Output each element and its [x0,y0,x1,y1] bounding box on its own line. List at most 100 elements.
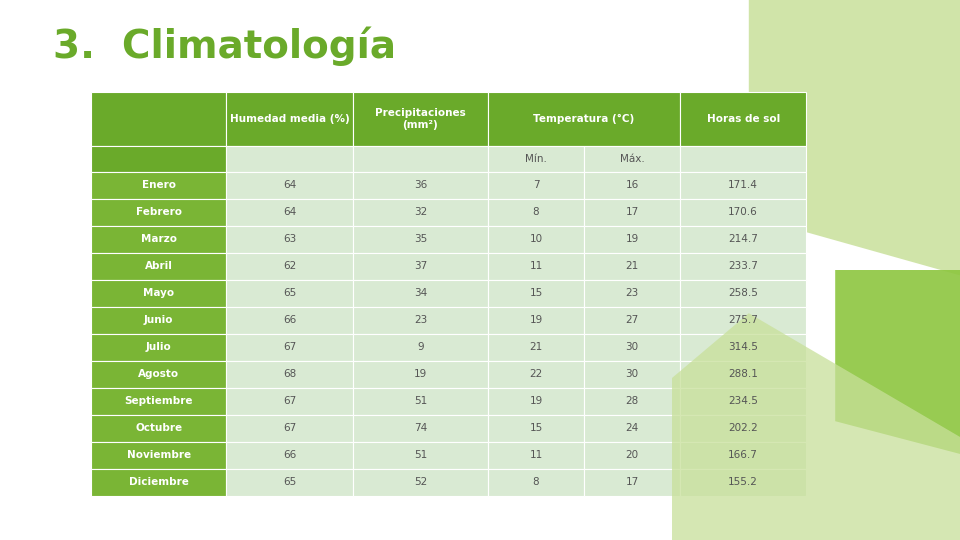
Bar [680,253,806,280]
Bar [91,442,227,469]
Text: 275.7: 275.7 [729,315,758,325]
Text: 3.  Climatología: 3. Climatología [53,27,396,66]
Text: 65: 65 [283,477,297,487]
Text: 16: 16 [625,180,638,190]
Bar [227,334,353,361]
Bar [584,280,680,307]
Bar [227,442,353,469]
Bar [488,146,584,172]
Bar [91,226,227,253]
Text: Agosto: Agosto [138,369,180,379]
Bar [680,307,806,334]
Bar [353,280,488,307]
Bar [353,172,488,199]
Bar [91,415,227,442]
Text: 20: 20 [625,450,638,460]
Bar [227,172,353,199]
Text: Marzo: Marzo [141,234,177,244]
Bar [584,334,680,361]
Bar [91,307,227,334]
Text: 15: 15 [529,423,542,433]
Text: Febrero: Febrero [135,207,181,217]
Text: 51: 51 [414,396,427,406]
Bar [584,469,680,496]
Bar [584,253,680,280]
Text: 74: 74 [414,423,427,433]
Bar [91,280,227,307]
Text: 19: 19 [529,396,542,406]
Bar [91,334,227,361]
Text: 21: 21 [625,261,638,271]
Bar [91,361,227,388]
Text: 202.2: 202.2 [729,423,758,433]
Text: 30: 30 [625,369,638,379]
Bar [584,415,680,442]
Text: Enero: Enero [142,180,176,190]
Text: Octubre: Octubre [135,423,182,433]
Text: 67: 67 [283,423,297,433]
Bar [488,388,584,415]
Bar [91,253,227,280]
Bar [488,469,584,496]
Bar [680,334,806,361]
Bar [353,146,488,172]
Text: 155.2: 155.2 [729,477,758,487]
Bar [680,199,806,226]
Bar [584,172,680,199]
Bar [353,415,488,442]
Text: Humedad media (%): Humedad media (%) [229,114,349,124]
Text: 314.5: 314.5 [729,342,758,352]
Text: 17: 17 [625,477,638,487]
Bar [227,253,353,280]
Text: 52: 52 [414,477,427,487]
Bar [680,92,806,146]
Bar [227,226,353,253]
Text: 8: 8 [533,207,540,217]
Bar [488,226,584,253]
Text: 233.7: 233.7 [729,261,758,271]
Text: 170.6: 170.6 [729,207,758,217]
Text: 258.5: 258.5 [729,288,758,298]
Bar [680,280,806,307]
Bar [584,361,680,388]
Bar [488,199,584,226]
Bar [584,146,680,172]
Text: Julio: Julio [146,342,172,352]
Text: 23: 23 [625,288,638,298]
Text: 214.7: 214.7 [729,234,758,244]
Bar [227,280,353,307]
Bar [680,226,806,253]
Bar [91,469,227,496]
Text: 68: 68 [283,369,297,379]
Text: 62: 62 [283,261,297,271]
Text: 65: 65 [283,288,297,298]
Text: 37: 37 [414,261,427,271]
Text: 66: 66 [283,450,297,460]
Bar [353,199,488,226]
Bar [353,92,488,146]
Bar [227,92,353,146]
Text: 35: 35 [414,234,427,244]
Bar [227,307,353,334]
Text: Mín.: Mín. [525,154,547,164]
Text: 36: 36 [414,180,427,190]
Bar [584,226,680,253]
Bar [488,172,584,199]
Bar [488,253,584,280]
Text: 21: 21 [529,342,542,352]
Text: 9: 9 [418,342,423,352]
Text: 27: 27 [625,315,638,325]
Text: 234.5: 234.5 [729,396,758,406]
Text: 166.7: 166.7 [729,450,758,460]
Bar [488,307,584,334]
Text: 11: 11 [529,261,542,271]
Bar [353,253,488,280]
Text: 32: 32 [414,207,427,217]
Text: 67: 67 [283,396,297,406]
Text: 10: 10 [530,234,542,244]
Text: 19: 19 [529,315,542,325]
Text: Noviembre: Noviembre [127,450,191,460]
Bar [680,415,806,442]
Text: Horas de sol: Horas de sol [707,114,780,124]
Bar [353,226,488,253]
